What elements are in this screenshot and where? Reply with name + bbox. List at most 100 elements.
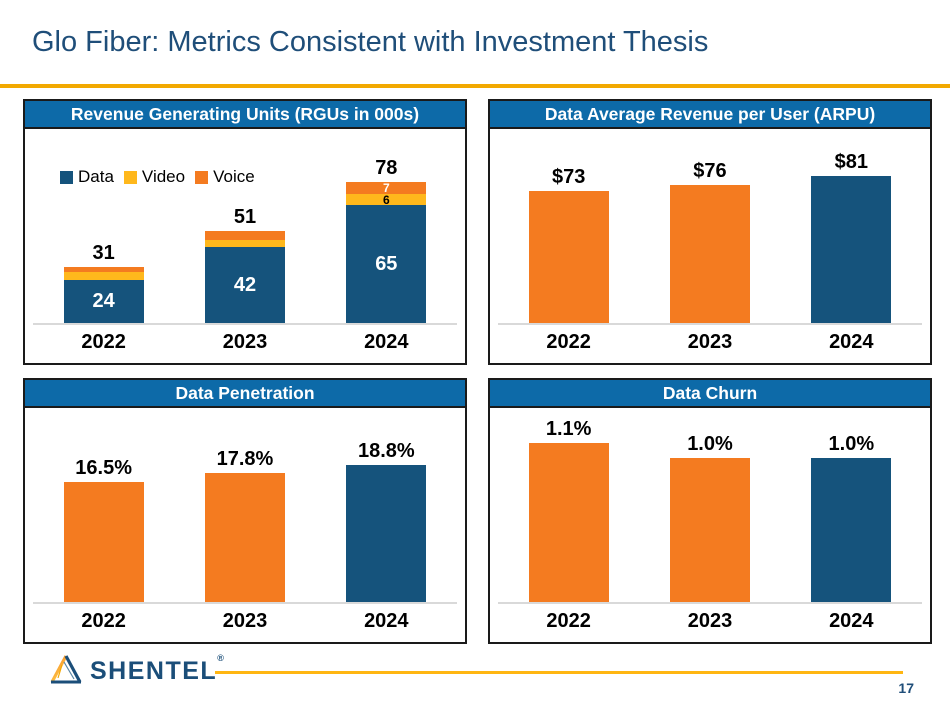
penetration-bar-2022: [63, 482, 144, 602]
churn-value-label-2022: 1.1%: [545, 418, 592, 441]
churn-plot-area: 1.1% 1.0% 1.0%: [498, 408, 922, 602]
churn-x-axis: 2022 2023 2024: [498, 610, 922, 633]
rgu-plot-area: 31 24 51 42 78 7 6 65: [33, 129, 457, 323]
churn-value-label-2024: 1.0%: [828, 432, 875, 455]
rgu-segment-video-2022: [63, 272, 144, 280]
penetration-value-label-2024: 18.8%: [357, 440, 415, 463]
rgu-bar-2024: 7 6 65: [346, 181, 427, 323]
legend-item-data: Data: [60, 167, 114, 187]
footer-divider: [215, 671, 903, 674]
rgu-value-label-2024: 78: [375, 156, 398, 179]
arpu-x-label-2022: 2022: [546, 331, 591, 353]
penetration-bar-2024: [346, 465, 427, 602]
panel-rgu: Revenue Generating Units (RGUs in 000s) …: [23, 99, 467, 365]
rgu-segment-video-2024: 6: [346, 194, 427, 206]
rgu-bar-2023: 42: [204, 230, 285, 323]
legend-label-data: Data: [78, 167, 114, 186]
penetration-chart: 16.5% 17.8% 18.8% 2022 2023 2024: [25, 408, 465, 640]
panel-churn: Data Churn 1.1% 1.0% 1.0% 2022 2023 2024: [488, 378, 932, 644]
legend-item-voice: Voice: [195, 167, 255, 187]
page-number: 17: [898, 680, 914, 696]
legend-label-video: Video: [141, 167, 186, 186]
legend-item-video: Video: [123, 167, 186, 187]
penetration-x-label-2022: 2022: [81, 610, 126, 632]
panel-penetration-title: Data Penetration: [25, 380, 465, 408]
arpu-value-label-2024: $81: [834, 151, 868, 174]
rgu-segment-voice-2022: [63, 266, 144, 273]
rgu-x-label-2023: 2023: [222, 331, 268, 353]
rgu-value-label-2023: 51: [233, 205, 257, 228]
churn-bar-2023: [669, 457, 750, 602]
panel-penetration: Data Penetration 16.5% 17.8% 18.8% 2022 2023…: [23, 378, 467, 644]
rgu-segment-video-2023: [204, 239, 285, 247]
registered-mark: ®: [217, 652, 224, 663]
brand-text: SHENTEL: [90, 656, 218, 685]
rgu-value-label-2022: 31: [92, 241, 115, 264]
churn-x-label-2024: 2024: [829, 610, 874, 632]
rgu-chart: 31 24 51 42 78 7 6 65 2022 2023 2024 Data Video Voice: [25, 129, 465, 361]
panel-arpu-title: Data Average Revenue per User (ARPU): [490, 101, 930, 129]
shentel-logo: SHENTEL®: [48, 652, 224, 686]
churn-bar-2024: [811, 457, 892, 602]
churn-x-label-2023: 2023: [687, 610, 733, 632]
rgu-segment-data-2024: 65: [346, 205, 427, 323]
rgu-x-axis: 2022 2023 2024: [33, 331, 457, 354]
title-divider: [0, 84, 950, 88]
arpu-bar-2022: [528, 190, 609, 323]
rgu-legend: Data Video Voice: [60, 167, 265, 187]
rgu-x-label-2024: 2024: [364, 331, 409, 353]
penetration-x-axis: 2022 2023 2024: [33, 610, 457, 633]
churn-value-label-2023: 1.0%: [687, 432, 733, 455]
penetration-baseline: [33, 602, 457, 604]
arpu-chart: $73 $76 $81 2022 2023 2024: [490, 129, 930, 361]
arpu-value-label-2022: $73: [551, 165, 586, 188]
penetration-bar-2023: [204, 472, 285, 602]
rgu-baseline: [33, 323, 457, 325]
rgu-x-label-2022: 2022: [81, 331, 126, 353]
penetration-column-2023: 17.8%: [174, 408, 315, 602]
panel-churn-title: Data Churn: [490, 380, 930, 408]
rgu-column-2023: 51 42: [174, 129, 315, 323]
penetration-value-label-2023: 17.8%: [216, 447, 274, 470]
legend-swatch-data: [60, 170, 73, 184]
arpu-column-2022: $73: [498, 129, 639, 323]
rgu-column-2022: 31 24: [33, 129, 174, 323]
churn-bar-2022: [528, 443, 609, 602]
rgu-bar-2022: 24: [63, 266, 144, 323]
panel-rgu-title: Revenue Generating Units (RGUs in 000s): [25, 101, 465, 129]
churn-baseline: [498, 602, 922, 604]
churn-column-2022: 1.1%: [498, 408, 639, 602]
penetration-value-label-2022: 16.5%: [75, 457, 133, 480]
arpu-x-axis: 2022 2023 2024: [498, 331, 922, 354]
arpu-bar-2024: [811, 176, 892, 323]
rgu-segment-voice-2024: 7: [346, 181, 427, 195]
slide-footer: SHENTEL® 17: [0, 648, 950, 713]
shentel-triangle-icon: [50, 655, 82, 684]
penetration-column-2024: 18.8%: [316, 408, 457, 602]
page-title: Glo Fiber: Metrics Consistent with Inves…: [32, 26, 709, 58]
legend-label-voice: Voice: [213, 167, 255, 186]
churn-column-2024: 1.0%: [781, 408, 922, 602]
arpu-baseline: [498, 323, 922, 325]
penetration-plot-area: 16.5% 17.8% 18.8%: [33, 408, 457, 602]
legend-swatch-video: [123, 170, 137, 184]
arpu-value-label-2023: $76: [693, 160, 727, 183]
arpu-plot-area: $73 $76 $81: [498, 129, 922, 323]
rgu-segment-voice-2023: [204, 230, 285, 240]
rgu-column-2024: 78 7 6 65: [316, 129, 457, 323]
churn-chart: 1.1% 1.0% 1.0% 2022 2023 2024: [490, 408, 930, 640]
rgu-segment-data-2023: 42: [204, 246, 285, 323]
arpu-bar-2023: [669, 185, 750, 323]
penetration-x-label-2023: 2023: [222, 610, 268, 632]
churn-column-2023: 1.0%: [639, 408, 780, 602]
penetration-column-2022: 16.5%: [33, 408, 174, 602]
arpu-x-label-2024: 2024: [829, 331, 874, 353]
penetration-x-label-2024: 2024: [364, 610, 409, 632]
legend-swatch-voice: [195, 170, 209, 184]
panel-arpu: Data Average Revenue per User (ARPU) $73…: [488, 99, 932, 365]
churn-x-label-2022: 2022: [546, 610, 591, 632]
rgu-segment-data-2022: 24: [63, 279, 144, 323]
arpu-x-label-2023: 2023: [687, 331, 733, 353]
arpu-column-2024: $81: [781, 129, 922, 323]
